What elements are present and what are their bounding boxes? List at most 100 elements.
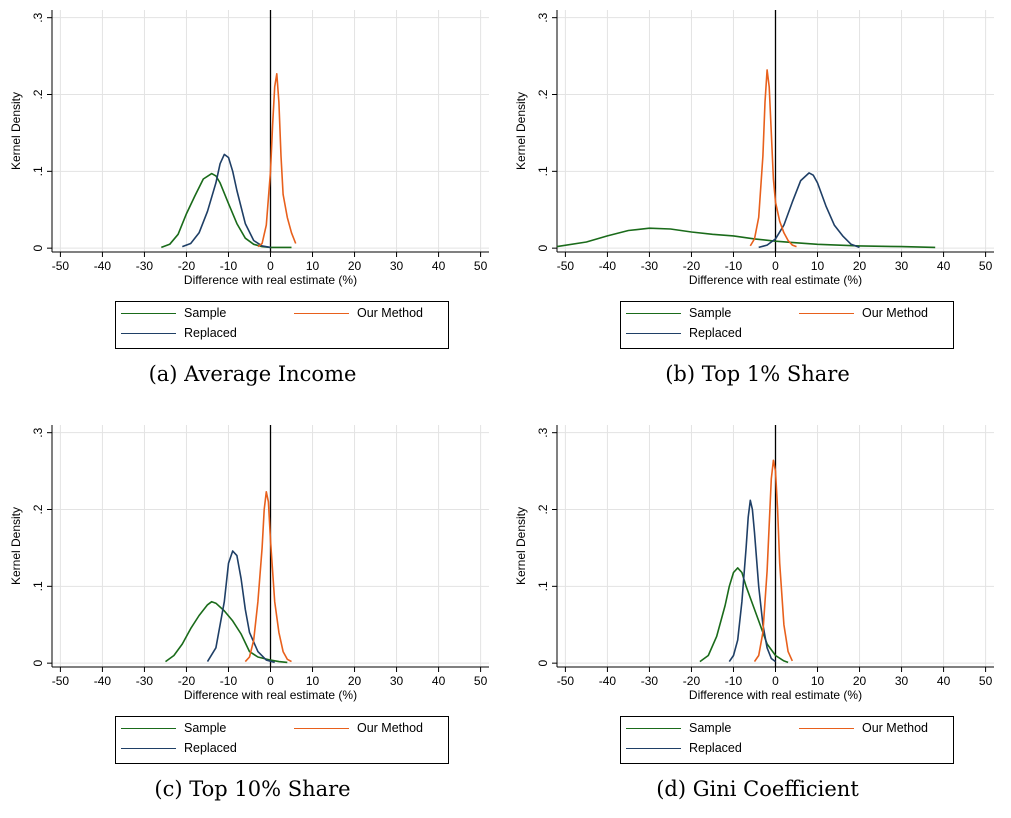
x-tick-label: 0 bbox=[772, 259, 779, 273]
panel-caption: (d) Gini Coefficient bbox=[656, 777, 859, 801]
legend-swatch bbox=[626, 727, 681, 729]
legend-item-our-method: Our Method bbox=[799, 721, 928, 735]
legend-item-replaced: Replaced bbox=[121, 326, 237, 340]
chart-panel-1: -50 -40 -30 -20 -10 0 10 20 30 40 50 0 .1 .2 .3 Differe… bbox=[0, 0, 505, 403]
legend: Sample Our Method Replaced bbox=[620, 716, 954, 764]
legend-item-replaced: Replaced bbox=[626, 741, 742, 755]
chart-panel-3: -50 -40 -30 -20 -10 0 10 20 30 40 50 0 .1 .2 .3 Differe… bbox=[0, 415, 505, 818]
chart-plot-4: -50 -40 -30 -20 -10 0 10 20 30 40 50 0 .1 .2 .3 Differe… bbox=[514, 425, 994, 702]
legend-item-replaced: Replaced bbox=[626, 326, 742, 340]
x-axis-label: Difference with real estimate (%) bbox=[184, 688, 357, 702]
x-tick-label: 10 bbox=[306, 259, 320, 273]
x-axis-label: Difference with real estimate (%) bbox=[689, 688, 862, 702]
x-tick-label: 50 bbox=[474, 674, 488, 688]
x-tick-label: 30 bbox=[390, 674, 404, 688]
x-tick-label: -50 bbox=[52, 259, 70, 273]
legend-label: Replaced bbox=[689, 741, 742, 755]
x-tick-label: 10 bbox=[306, 674, 320, 688]
series-line-replaced bbox=[182, 153, 271, 249]
legend-swatch bbox=[799, 312, 854, 314]
legend-swatch bbox=[626, 332, 681, 334]
x-tick-label: 30 bbox=[895, 674, 909, 688]
chart-plot-1: -50 -40 -30 -20 -10 0 10 20 30 40 50 0 .1 .2 .3 Differe… bbox=[9, 10, 489, 287]
y-tick-label: .1 bbox=[536, 581, 550, 591]
x-tick-label: -40 bbox=[94, 259, 112, 273]
x-tick-label: 50 bbox=[979, 674, 993, 688]
legend-label: Replaced bbox=[184, 741, 237, 755]
panel-caption: (b) Top 1% Share bbox=[665, 362, 850, 386]
x-tick-label: -50 bbox=[52, 674, 70, 688]
legend-label: Our Method bbox=[862, 306, 929, 320]
legend-swatch bbox=[121, 332, 176, 334]
panel-caption: (c) Top 10% Share bbox=[154, 777, 351, 801]
y-tick-label: 0 bbox=[536, 660, 550, 667]
legend-label: Our Method bbox=[357, 306, 424, 320]
legend-swatch bbox=[294, 312, 349, 314]
y-tick-label: .3 bbox=[31, 427, 45, 437]
x-tick-label: 20 bbox=[853, 259, 867, 273]
legend-swatch bbox=[799, 727, 854, 729]
legend-swatch bbox=[626, 312, 681, 314]
x-tick-label: 10 bbox=[811, 674, 825, 688]
y-tick-label: .1 bbox=[31, 166, 45, 176]
chart-plot-2: -50 -40 -30 -20 -10 0 10 20 30 40 50 0 .1 .2 .3 Differe… bbox=[514, 10, 994, 287]
x-tick-label: -30 bbox=[136, 674, 154, 688]
series-line-sample bbox=[161, 172, 292, 249]
x-tick-label: -50 bbox=[557, 674, 575, 688]
y-axis-label: Kernel Density bbox=[514, 507, 528, 585]
x-tick-label: -30 bbox=[136, 259, 154, 273]
series-line-sample bbox=[165, 600, 288, 664]
x-axis-label: Difference with real estimate (%) bbox=[689, 273, 862, 287]
legend-label: Our Method bbox=[862, 721, 929, 735]
x-tick-label: 40 bbox=[432, 259, 446, 273]
y-axis-label: Kernel Density bbox=[9, 507, 23, 585]
x-tick-label: 20 bbox=[853, 674, 867, 688]
x-tick-label: -40 bbox=[94, 674, 112, 688]
x-tick-label: 10 bbox=[811, 259, 825, 273]
x-tick-label: -50 bbox=[557, 259, 575, 273]
y-axis-label: Kernel Density bbox=[514, 92, 528, 170]
y-tick-label: 0 bbox=[31, 660, 45, 667]
legend-item-our-method: Our Method bbox=[294, 721, 423, 735]
legend-item-replaced: Replaced bbox=[121, 741, 237, 755]
x-tick-label: 40 bbox=[937, 259, 951, 273]
x-tick-label: 0 bbox=[267, 674, 274, 688]
x-tick-label: 20 bbox=[348, 259, 362, 273]
x-tick-label: -30 bbox=[641, 674, 659, 688]
y-tick-label: .3 bbox=[31, 12, 45, 22]
x-tick-label: -20 bbox=[178, 674, 196, 688]
y-tick-label: .2 bbox=[31, 504, 45, 514]
y-tick-label: .1 bbox=[31, 581, 45, 591]
x-tick-label: -20 bbox=[683, 259, 701, 273]
y-tick-label: .3 bbox=[536, 12, 550, 22]
y-tick-label: 0 bbox=[31, 245, 45, 252]
series-line-replaced bbox=[758, 172, 860, 249]
series-line-our-method bbox=[244, 491, 292, 663]
x-tick-label: 50 bbox=[979, 259, 993, 273]
legend-item-sample: Sample bbox=[626, 721, 731, 735]
y-tick-label: .3 bbox=[536, 427, 550, 437]
series-line-replaced bbox=[206, 550, 275, 664]
legend-swatch bbox=[294, 727, 349, 729]
legend: Sample Our Method Replaced bbox=[115, 301, 449, 349]
series-line-replaced bbox=[728, 499, 776, 663]
chart-panel-4: -50 -40 -30 -20 -10 0 10 20 30 40 50 0 .1 .2 .3 Differe… bbox=[505, 415, 1010, 818]
x-tick-label: -10 bbox=[725, 259, 743, 273]
series-line-sample bbox=[556, 227, 936, 249]
x-tick-label: 40 bbox=[432, 674, 446, 688]
legend: Sample Our Method Replaced bbox=[620, 301, 954, 349]
legend-swatch bbox=[121, 312, 176, 314]
x-tick-label: 40 bbox=[937, 674, 951, 688]
y-tick-label: 0 bbox=[536, 245, 550, 252]
x-tick-label: -10 bbox=[220, 259, 238, 273]
legend-label: Sample bbox=[689, 306, 732, 320]
x-tick-label: -30 bbox=[641, 259, 659, 273]
legend-label: Sample bbox=[689, 721, 732, 735]
x-axis-label: Difference with real estimate (%) bbox=[184, 273, 357, 287]
panel-caption: (a) Average Income bbox=[148, 362, 357, 386]
x-tick-label: -10 bbox=[220, 674, 238, 688]
legend-label: Replaced bbox=[689, 326, 742, 340]
x-tick-label: -10 bbox=[725, 674, 743, 688]
x-tick-label: -20 bbox=[178, 259, 196, 273]
legend-swatch bbox=[121, 727, 176, 729]
